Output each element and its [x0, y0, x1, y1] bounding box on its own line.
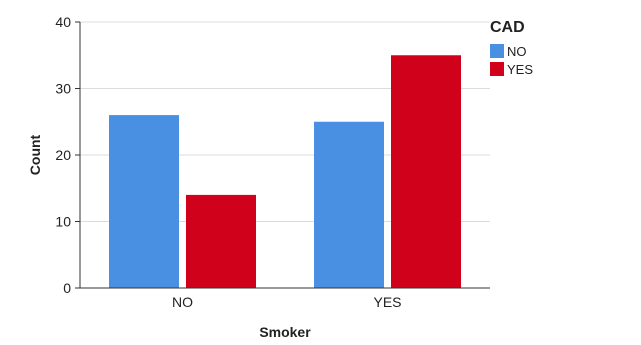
legend-swatch-no	[490, 44, 504, 58]
y-tick-label-30: 30	[55, 81, 71, 97]
x-axis-title: Smoker	[259, 324, 311, 340]
y-tick-label-40: 40	[55, 14, 71, 30]
y-tick-label-0: 0	[63, 280, 71, 296]
legend-label-yes: YES	[507, 62, 533, 77]
bar-no-yes	[186, 194, 256, 288]
bars	[109, 55, 461, 288]
legend-label-no: NO	[507, 44, 527, 59]
bar-yes-yes	[391, 55, 461, 288]
y-tick-label-20: 20	[55, 147, 71, 163]
bar-no-no	[109, 115, 179, 288]
legend-swatch-yes	[490, 62, 504, 76]
legend: CAD NO YES	[490, 19, 533, 77]
y-tick-label-10: 10	[55, 214, 71, 230]
legend-items: NO YES	[490, 44, 533, 77]
bar-yes-no	[314, 121, 384, 288]
x-tick-label-no: NO	[172, 294, 193, 310]
y-tick-labels: 0 10 20 30 40	[55, 14, 80, 296]
legend-title: CAD	[490, 19, 525, 36]
x-tick-label-yes: YES	[373, 294, 401, 310]
x-tick-labels: NO YES	[172, 294, 402, 310]
y-axis-title: Count	[27, 134, 43, 175]
